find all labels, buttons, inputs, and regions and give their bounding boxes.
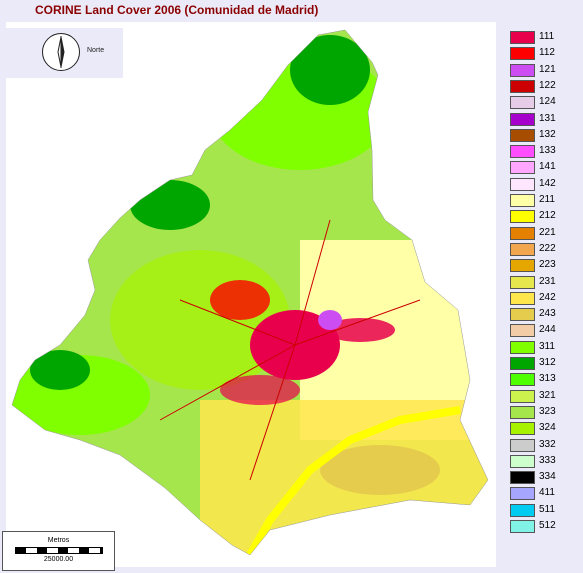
legend-swatch [510, 373, 535, 387]
legend-label: 223 [539, 259, 556, 271]
legend-swatch [510, 210, 535, 224]
legend-label: 511 [539, 503, 555, 515]
legend-swatch [510, 520, 535, 533]
legend-label: 122 [539, 79, 556, 91]
legend-swatch [510, 389, 535, 403]
legend-label: 312 [539, 357, 556, 368]
legend-label: 211 [539, 194, 555, 205]
legend-swatch [510, 503, 535, 517]
legend-label: 311 [539, 340, 555, 352]
legend-swatch [510, 161, 535, 175]
north-arrow-icon [42, 33, 80, 71]
legend-label: 131 [539, 112, 556, 124]
legend-label: 244 [539, 324, 556, 336]
legend-label: 212 [539, 210, 556, 222]
legend-label: 321 [539, 389, 556, 401]
legend-label: 323 [539, 405, 556, 417]
legend-label: 132 [539, 128, 556, 140]
legend-swatch [510, 357, 535, 370]
legend-swatch [510, 340, 535, 354]
zone-south-heterogeneous [320, 445, 440, 495]
legend-label: 221 [539, 226, 556, 238]
zone-urban-south [220, 375, 300, 405]
legend-swatch [510, 291, 535, 305]
legend-label: 141 [539, 161, 556, 173]
legend-swatch [510, 454, 535, 468]
legend-label: 231 [539, 275, 556, 287]
north-arrow-glyph [57, 36, 65, 68]
legend-label: 334 [539, 471, 556, 483]
legend-swatch [510, 438, 535, 452]
river-corridor [246, 406, 461, 555]
zone-urban-corridor-east [325, 318, 395, 342]
legend-swatch [510, 259, 535, 273]
north-label: Norte [87, 47, 105, 54]
legend-label: 313 [539, 373, 556, 385]
zone-west-dark-forest [30, 350, 90, 390]
legend-swatch [510, 79, 535, 93]
legend-swatch [510, 226, 535, 240]
scale-bar [15, 547, 103, 554]
scale-distance-label: 25000.00 [43, 556, 74, 563]
legend-label: 112 [539, 47, 555, 59]
legend-label: 222 [539, 242, 556, 254]
legend-swatch [510, 47, 535, 61]
legend-swatch [510, 31, 535, 44]
legend-swatch [510, 63, 535, 77]
map-region-outline [11, 29, 489, 556]
legend-swatch [510, 145, 535, 159]
legend-swatch [510, 275, 535, 289]
legend-swatch [510, 96, 535, 110]
legend-label: 512 [539, 520, 556, 531]
legend-swatch [510, 308, 535, 322]
legend-label: 333 [539, 454, 556, 466]
legend-label: 121 [539, 63, 556, 75]
legend-label: 142 [539, 177, 556, 189]
legend-label: 242 [539, 291, 556, 303]
legend-swatch [510, 177, 535, 191]
legend-label: 133 [539, 145, 556, 157]
legend-label: 324 [539, 422, 556, 434]
legend-label: 124 [539, 96, 556, 108]
legend-swatch [510, 471, 535, 485]
legend-label: 411 [539, 487, 555, 499]
zone-industrial [318, 310, 342, 330]
zone-urban-corridor-north [210, 280, 270, 320]
scale-unit-label: Metros [47, 537, 70, 544]
zone-northwest-dark-forest [130, 180, 210, 230]
zone-north-dark-forest [290, 35, 370, 105]
legend-swatch [510, 487, 535, 501]
legend-swatch [510, 422, 535, 436]
scale-bar-panel: Metros 25000.00 [2, 531, 115, 571]
map-title: CORINE Land Cover 2006 (Comunidad de Mad… [35, 3, 319, 17]
legend-swatch [510, 112, 535, 126]
legend-label: 243 [539, 308, 556, 320]
legend-label: 332 [539, 438, 556, 450]
legend-swatch [510, 242, 535, 256]
legend-swatch [510, 405, 535, 419]
legend-label: 111 [539, 31, 555, 42]
legend-swatch [510, 324, 535, 338]
road-network [159, 219, 421, 481]
legend-swatch [510, 194, 535, 207]
legend-swatch [510, 128, 535, 142]
